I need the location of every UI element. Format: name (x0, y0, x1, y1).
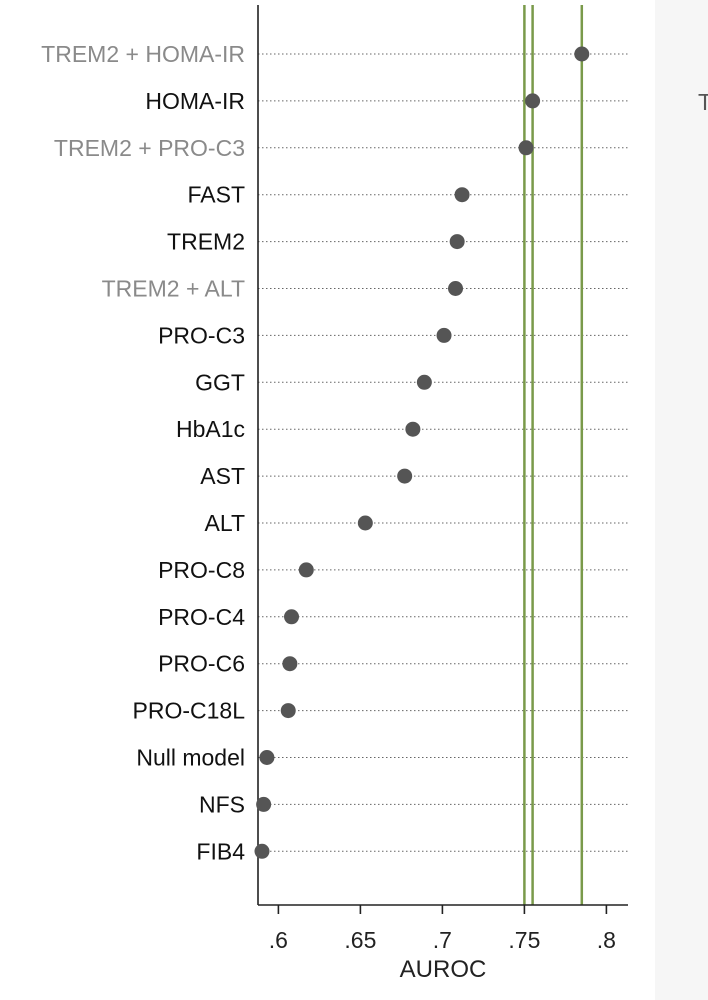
category-label: TREM2 + ALT (102, 276, 245, 302)
category-label: PRO-C4 (158, 604, 245, 630)
category-label: AST (200, 463, 245, 489)
category-label: PRO-C6 (158, 651, 245, 677)
data-point (449, 234, 465, 250)
x-tick-label: .75 (508, 927, 540, 953)
category-label: NFS (199, 791, 245, 817)
category-label: HbA1c (176, 416, 245, 442)
x-tick-label: .6 (269, 927, 288, 953)
category-label: PRO-C3 (158, 322, 245, 348)
category-label: FAST (187, 182, 245, 208)
category-label: ALT (205, 510, 245, 536)
category-label: GGT (195, 369, 245, 395)
category-label: TREM2 + PRO-C3 (54, 135, 245, 161)
x-tick-label: .7 (433, 927, 452, 953)
category-label: HOMA-IR (145, 88, 245, 114)
data-point (525, 93, 541, 109)
x-axis-ticks: .6 .65 .7 .75 .8 (269, 905, 616, 953)
category-label: PRO-C8 (158, 557, 245, 583)
grid-lines (258, 53, 628, 852)
data-points (254, 46, 590, 859)
category-label: PRO-C18L (133, 698, 246, 724)
category-label: Null model (136, 745, 245, 771)
data-point (259, 750, 275, 765)
right-panel-edge (655, 0, 708, 1000)
data-point (280, 703, 296, 719)
data-point (397, 468, 413, 484)
category-label: FIB4 (196, 838, 245, 864)
data-point (436, 327, 452, 343)
category-labels: TREM2 + HOMA-IR HOMA-IR TREM2 + PRO-C3 FAST… (41, 41, 245, 864)
data-point (454, 187, 470, 203)
x-tick-label: .8 (597, 927, 616, 953)
category-label: TREM2 (167, 229, 245, 255)
data-point (282, 656, 298, 672)
data-point (298, 562, 314, 578)
data-point (574, 46, 590, 62)
category-label: TREM2 + HOMA-IR (41, 41, 245, 67)
data-point (416, 374, 432, 390)
clipped-panel-text: T (698, 89, 708, 115)
x-tick-label: .65 (344, 927, 376, 953)
data-point (405, 421, 421, 437)
data-point (254, 843, 270, 859)
x-axis-title: AUROC (400, 956, 487, 983)
data-point (256, 796, 272, 812)
data-point (284, 609, 300, 625)
data-point (448, 281, 464, 296)
data-point (518, 140, 534, 156)
data-point (357, 515, 373, 531)
